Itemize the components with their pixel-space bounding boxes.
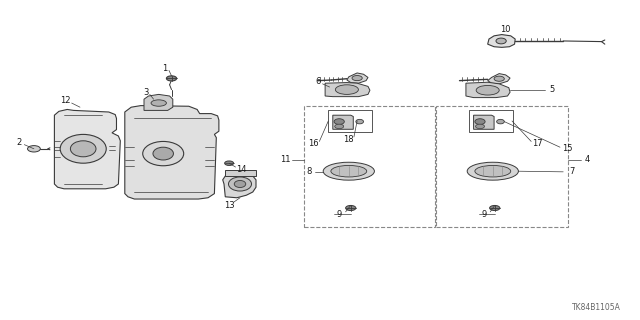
Ellipse shape bbox=[475, 165, 511, 177]
Polygon shape bbox=[488, 35, 515, 47]
Bar bbox=[436, 106, 568, 227]
Polygon shape bbox=[125, 106, 219, 199]
Ellipse shape bbox=[331, 165, 367, 177]
Text: 14: 14 bbox=[236, 165, 246, 174]
Ellipse shape bbox=[352, 76, 362, 81]
Ellipse shape bbox=[334, 119, 344, 124]
Polygon shape bbox=[466, 82, 510, 98]
Text: 5: 5 bbox=[549, 85, 554, 94]
Ellipse shape bbox=[228, 177, 252, 191]
Ellipse shape bbox=[225, 161, 234, 165]
Polygon shape bbox=[488, 74, 510, 84]
Text: 10: 10 bbox=[500, 25, 511, 34]
Ellipse shape bbox=[490, 205, 500, 211]
Text: TK84B1105A: TK84B1105A bbox=[572, 303, 621, 312]
Text: 1: 1 bbox=[163, 64, 168, 73]
Polygon shape bbox=[325, 83, 370, 97]
Ellipse shape bbox=[166, 76, 177, 81]
Text: 12: 12 bbox=[60, 96, 70, 105]
Ellipse shape bbox=[335, 124, 344, 129]
Polygon shape bbox=[54, 109, 120, 189]
Ellipse shape bbox=[60, 134, 106, 163]
Ellipse shape bbox=[143, 141, 184, 166]
Ellipse shape bbox=[70, 141, 96, 157]
Ellipse shape bbox=[153, 147, 173, 160]
Text: 15: 15 bbox=[563, 144, 573, 153]
Polygon shape bbox=[144, 94, 173, 110]
Ellipse shape bbox=[151, 100, 166, 106]
Polygon shape bbox=[474, 115, 494, 129]
Bar bbox=[304, 106, 435, 227]
Text: 3: 3 bbox=[143, 88, 148, 97]
Ellipse shape bbox=[494, 76, 504, 81]
Ellipse shape bbox=[476, 124, 484, 129]
Text: 16: 16 bbox=[308, 140, 319, 148]
Text: 18: 18 bbox=[344, 135, 354, 144]
Ellipse shape bbox=[335, 85, 358, 94]
Bar bbox=[328, 110, 372, 132]
Ellipse shape bbox=[496, 38, 506, 44]
Ellipse shape bbox=[28, 146, 40, 152]
Text: 9: 9 bbox=[337, 210, 342, 219]
Ellipse shape bbox=[467, 162, 518, 180]
Polygon shape bbox=[333, 115, 353, 129]
Text: 8: 8 bbox=[307, 167, 312, 176]
Text: 17: 17 bbox=[532, 140, 543, 148]
Ellipse shape bbox=[476, 85, 499, 95]
Ellipse shape bbox=[356, 119, 364, 124]
Ellipse shape bbox=[234, 180, 246, 188]
Ellipse shape bbox=[323, 162, 374, 180]
Text: 9: 9 bbox=[481, 210, 486, 219]
Polygon shape bbox=[347, 73, 368, 83]
Ellipse shape bbox=[346, 205, 356, 211]
Text: 13: 13 bbox=[224, 201, 234, 210]
Text: 7: 7 bbox=[569, 167, 574, 176]
Polygon shape bbox=[223, 173, 256, 198]
Ellipse shape bbox=[497, 119, 504, 124]
Ellipse shape bbox=[475, 119, 485, 124]
Polygon shape bbox=[225, 170, 256, 176]
Text: 11: 11 bbox=[280, 156, 291, 164]
Bar bbox=[469, 110, 513, 132]
Text: 6: 6 bbox=[316, 77, 321, 86]
Text: 2: 2 bbox=[17, 138, 22, 147]
Text: 4: 4 bbox=[585, 156, 590, 164]
